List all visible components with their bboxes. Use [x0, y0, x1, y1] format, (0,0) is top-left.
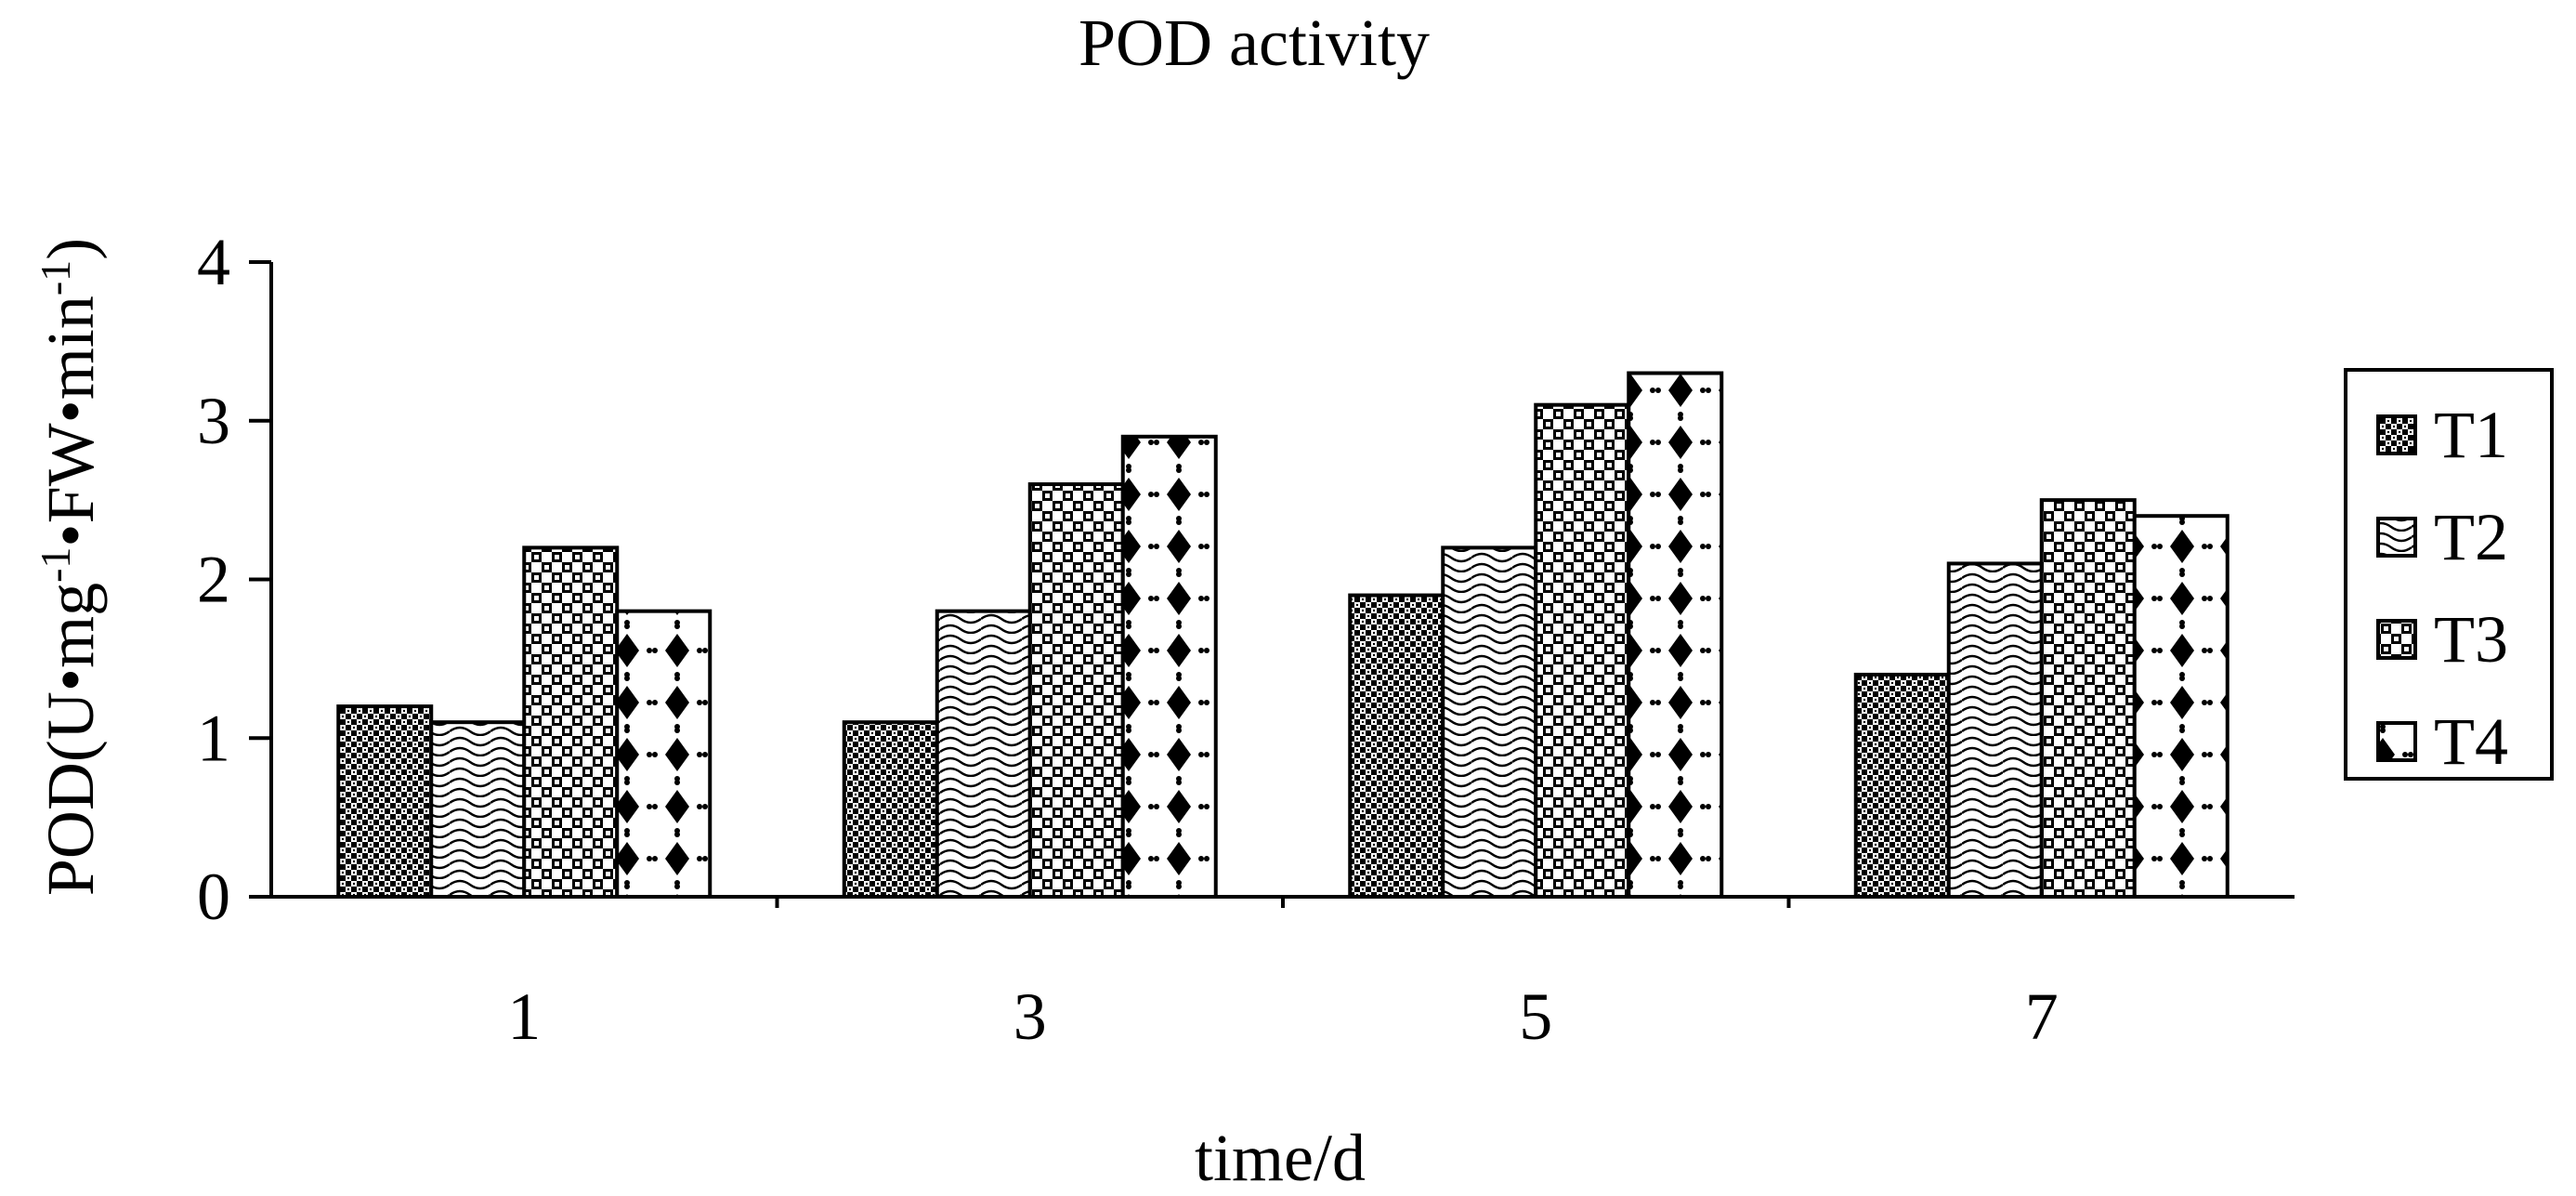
bar-t4-7 — [2132, 514, 2229, 899]
y-tick-label: 0 — [197, 860, 230, 934]
legend-item-t4: T4 — [2376, 704, 2508, 779]
legend-swatch — [2376, 619, 2417, 660]
bar-t1-3 — [842, 720, 939, 899]
bar-t2-3 — [935, 609, 1032, 900]
legend-label: T1 — [2434, 398, 2508, 472]
bar-t1-7 — [1853, 672, 1951, 900]
y-tick-label: 3 — [197, 384, 230, 458]
legend-label: T2 — [2434, 500, 2508, 574]
legend-label: T4 — [2434, 704, 2508, 779]
legend-swatch — [2376, 414, 2417, 455]
chart-title: POD activity — [1079, 6, 1430, 80]
y-axis-label: POD(U•mg-1•FW•min-1) — [32, 238, 109, 896]
x-tick-label: 1 — [507, 979, 541, 1054]
y-tick-labels: 0 1 2 3 4 — [197, 225, 230, 934]
x-tick-label: 7 — [2025, 979, 2059, 1054]
bar-t3-1 — [522, 545, 620, 899]
y-axis-label-part: -1 — [32, 547, 79, 583]
legend-swatch — [2376, 721, 2417, 762]
bar-t3-3 — [1027, 482, 1125, 899]
bar-t1-1 — [336, 704, 434, 899]
axes — [249, 260, 2295, 908]
bar-t1-5 — [1348, 593, 1445, 899]
bar-t4-1 — [615, 609, 713, 900]
legend: T1 T2 T3 T4 — [2344, 368, 2554, 781]
bar-t2-5 — [1441, 545, 1538, 899]
x-axis-label: time/d — [1195, 1121, 1366, 1195]
y-tick-label: 2 — [197, 543, 230, 617]
bar-t4-5 — [1627, 371, 1724, 899]
y-axis-label-part: -1 — [32, 260, 79, 296]
bar-t2-7 — [1946, 561, 2044, 899]
legend-item-t2: T2 — [2376, 500, 2508, 574]
legend-item-t1: T1 — [2376, 398, 2508, 472]
y-tick-label: 4 — [197, 225, 230, 299]
y-axis-label-part: POD(U•mg — [33, 583, 108, 896]
y-axis-label-part: •FW•min — [33, 296, 108, 546]
y-tick-label: 1 — [197, 701, 230, 775]
bar-t2-1 — [429, 720, 527, 899]
x-tick-label: 5 — [1519, 979, 1552, 1054]
bar-t3-5 — [1534, 402, 1631, 899]
bar-t4-3 — [1120, 434, 1218, 899]
x-tick-labels: 1 3 5 7 — [507, 979, 2059, 1054]
x-tick-label: 3 — [1013, 979, 1047, 1054]
legend-swatch — [2376, 517, 2417, 558]
bars — [336, 371, 2229, 900]
legend-label: T3 — [2434, 602, 2508, 677]
y-axis-label-part: ) — [33, 238, 108, 260]
bar-t3-7 — [2039, 498, 2137, 899]
legend-item-t3: T3 — [2376, 602, 2508, 677]
